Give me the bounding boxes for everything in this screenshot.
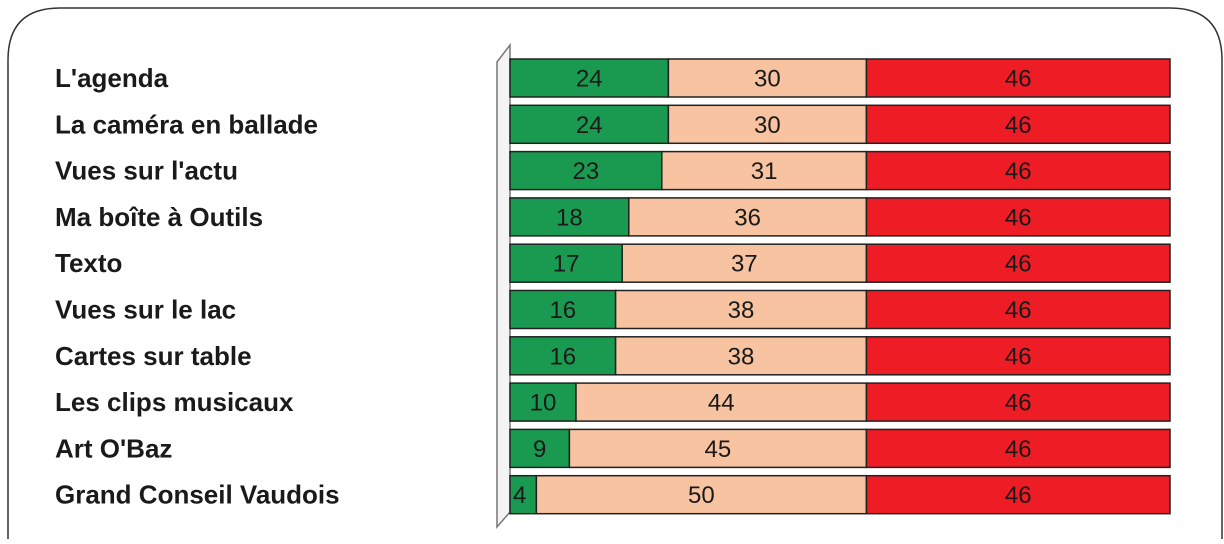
value-label: 46 (1005, 343, 1032, 370)
category-label: La caméra en ballade (55, 109, 318, 139)
value-label: 31 (751, 158, 778, 185)
value-label: 46 (1005, 112, 1032, 139)
bar-segment (667, 58, 868, 98)
bar-segment (865, 474, 1171, 515)
value-label: 46 (1005, 204, 1032, 231)
value-label: 46 (1005, 390, 1032, 417)
value-label: 24 (576, 112, 603, 139)
category-label: Vues sur l'actu (55, 156, 238, 186)
value-label: 18 (556, 204, 583, 231)
bar-segment (509, 336, 617, 376)
value-label: 46 (1005, 251, 1032, 278)
category-label: Ma boîte à Outils (55, 202, 263, 232)
category-label: Texto (55, 248, 122, 278)
category-label: Art O'Baz (55, 433, 172, 463)
bar-segment (865, 58, 1171, 98)
bar-segment (509, 289, 617, 330)
bar-segment (509, 474, 538, 515)
bar-segment (865, 104, 1171, 145)
value-label: 38 (728, 297, 755, 324)
bar-segment (865, 336, 1171, 376)
category-label: Vues sur le lac (55, 295, 236, 325)
frame (7, 7, 1223, 539)
value-label: 37 (731, 251, 758, 278)
bar-segment (865, 243, 1171, 283)
value-label: 46 (1005, 66, 1032, 93)
bar-segment (535, 474, 868, 515)
category-label: Cartes sur table (55, 341, 252, 371)
bar-segment (614, 289, 868, 330)
category-label: L'agenda (55, 63, 169, 93)
category-label: Grand Conseil Vaudois (55, 480, 340, 510)
value-label: 38 (728, 343, 755, 370)
bar-segment (865, 382, 1171, 422)
bar-segment (865, 289, 1171, 330)
value-label: 9 (533, 436, 546, 463)
bar-segment (865, 197, 1171, 237)
bar-segment (621, 243, 868, 283)
bar-segment (865, 428, 1171, 469)
value-label: 46 (1005, 158, 1032, 185)
bar-segment (568, 428, 868, 469)
bar-segment (509, 197, 630, 237)
value-label: 45 (705, 436, 732, 463)
value-label: 46 (1005, 482, 1032, 509)
value-label: 24 (576, 66, 603, 93)
value-label: 36 (734, 204, 761, 231)
axis-wall (496, 42, 511, 530)
bar-segment (628, 197, 868, 237)
value-label: 30 (754, 66, 781, 93)
bar-segment (865, 150, 1171, 191)
value-label: 30 (754, 112, 781, 139)
value-label: 50 (688, 482, 715, 509)
value-label: 17 (553, 251, 580, 278)
value-label: 10 (530, 390, 557, 417)
value-label: 23 (573, 158, 600, 185)
bar-segment (509, 243, 623, 283)
bar-segment (575, 382, 868, 422)
value-label: 16 (549, 297, 576, 324)
bar-segment (614, 336, 868, 376)
value-label: 46 (1005, 436, 1032, 463)
category-label: Les clips musicaux (55, 387, 294, 417)
value-label: 44 (708, 390, 735, 417)
value-label: 46 (1005, 297, 1032, 324)
value-label: 4 (513, 482, 526, 509)
value-label: 16 (549, 343, 576, 370)
